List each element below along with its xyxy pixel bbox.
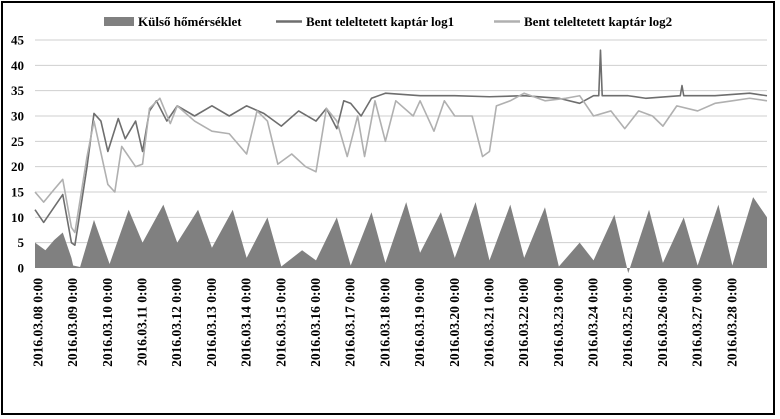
- y-tick-label-30: 30: [11, 109, 24, 124]
- y-tick-label-40: 40: [11, 58, 24, 73]
- x-tick-label-2: 2016.03.10 0:00: [100, 278, 115, 367]
- x-tick-label-1: 2016.03.09 0:00: [65, 278, 80, 367]
- y-tick-label-45: 45: [11, 33, 25, 48]
- x-tick-label-16: 2016.03.24 0:00: [586, 278, 601, 367]
- gridlines: [35, 39, 767, 244]
- x-tick-label-18: 2016.03.26 0:00: [655, 278, 670, 367]
- x-axis-ticks: 2016.03.08 0:00 2016.03.09 0:00 2016.03.10…: [30, 278, 739, 367]
- x-tick-label-19: 2016.03.27 0:00: [690, 278, 705, 367]
- line-layer: [34, 49, 768, 246]
- x-tick-label-3: 2016.03.11 0:00: [135, 278, 150, 366]
- legend-label-log1: Bent teleltetett kaptár log1: [306, 14, 454, 29]
- y-tick-label-25: 25: [11, 134, 25, 149]
- x-tick-label-10: 2016.03.18 0:00: [377, 278, 392, 367]
- x-tick-label-5: 2016.03.13 0:00: [204, 278, 219, 367]
- y-axis-ticks: 0 5 10 15 20 25 30 35 40 45: [11, 33, 25, 276]
- x-tick-label-4: 2016.03.12 0:00: [169, 278, 184, 367]
- legend-swatch-kulso: [104, 17, 134, 26]
- y-tick-label-20: 20: [11, 159, 24, 174]
- x-tick-label-12: 2016.03.20 0:00: [447, 278, 462, 367]
- series-line-log1: [34, 49, 768, 246]
- series-line-log2: [34, 92, 768, 234]
- legend: Külső hőmérséklet Bent teleltetett kaptá…: [104, 14, 672, 29]
- x-tick-label-0: 2016.03.08 0:00: [30, 278, 45, 367]
- legend-label-kulso: Külső hőmérséklet: [138, 14, 242, 29]
- x-tick-label-20: 2016.03.28 0:00: [724, 278, 739, 367]
- y-tick-label-0: 0: [18, 261, 25, 276]
- y-tick-label-10: 10: [11, 210, 24, 225]
- x-tick-label-17: 2016.03.25 0:00: [620, 278, 635, 367]
- y-tick-label-15: 15: [11, 185, 25, 200]
- x-tick-label-9: 2016.03.17 0:00: [343, 278, 358, 367]
- legend-label-log2: Bent teleltetett kaptár log2: [524, 14, 672, 29]
- x-tick-label-8: 2016.03.16 0:00: [308, 278, 323, 367]
- x-tick-label-11: 2016.03.19 0:00: [412, 278, 427, 367]
- y-tick-label-5: 5: [18, 235, 25, 250]
- x-tick-label-13: 2016.03.21 0:00: [481, 278, 496, 367]
- area-layer: [35, 197, 767, 274]
- y-tick-label-35: 35: [11, 83, 25, 98]
- series-area-kulso-homerseklet: [35, 197, 767, 274]
- x-tick-label-7: 2016.03.15 0:00: [273, 278, 288, 367]
- x-tick-label-14: 2016.03.22 0:00: [516, 278, 531, 367]
- x-tick-label-6: 2016.03.14 0:00: [239, 278, 254, 367]
- x-tick-label-15: 2016.03.23 0:00: [551, 278, 566, 367]
